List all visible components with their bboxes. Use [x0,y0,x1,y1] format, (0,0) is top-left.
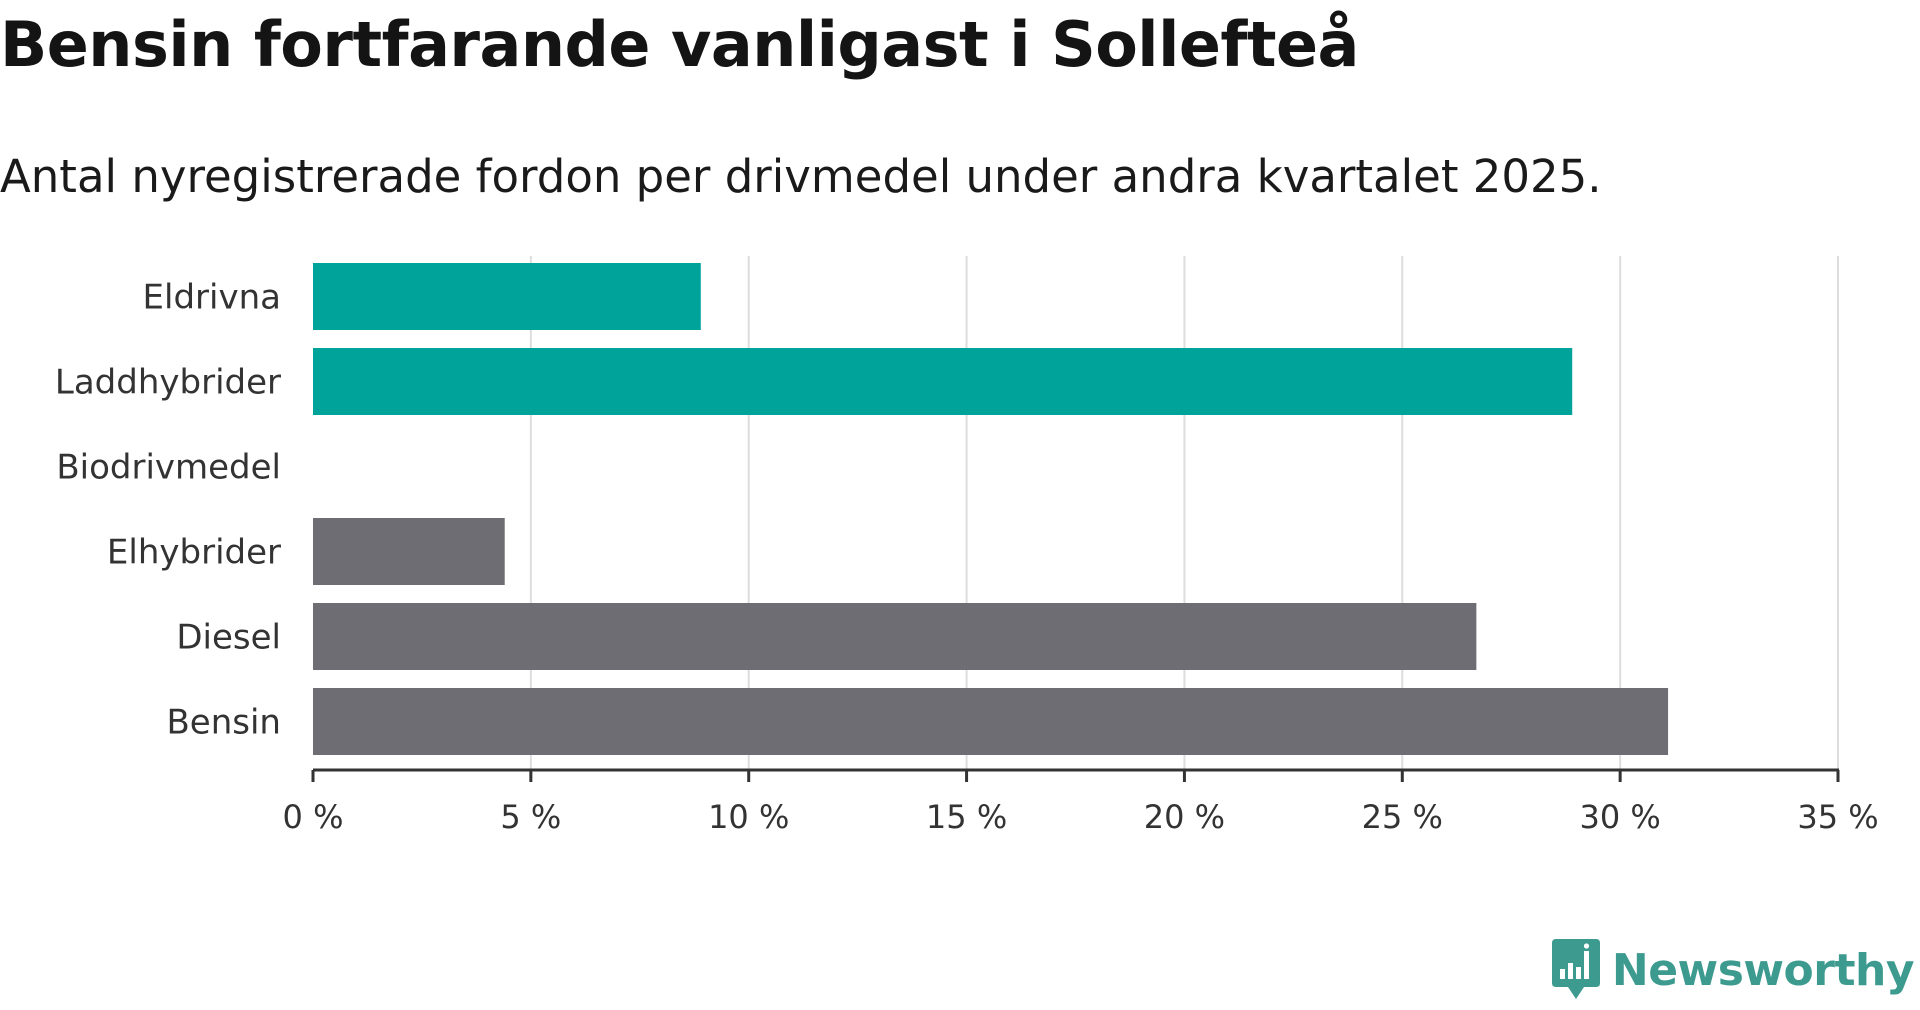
x-tick-label: 10 % [708,798,789,836]
category-label: Elhybrider [107,533,281,573]
category-label: Laddhybrider [55,363,281,403]
bar-laddhybrider [313,348,1573,415]
bar-eldrivna [313,263,701,330]
x-tick-label: 20 % [1144,798,1225,836]
bar-diesel [313,603,1477,670]
category-label: Eldrivna [143,278,281,318]
category-label: Bensin [166,703,281,743]
x-tick-label: 35 % [1797,798,1878,836]
newsworthy-logo-icon [1551,939,1600,999]
bar-bensin [313,688,1669,755]
category-label: Diesel [176,618,281,658]
bars [313,263,1669,755]
x-tick-label: 25 % [1362,798,1443,836]
category-label: Biodrivmedel [56,448,281,488]
bar-chart: Eldrivna Laddhybrider Biodrivmedel Elhybrid… [55,256,1879,836]
grid-lines [529,256,1839,770]
bar-elhybrider [313,518,505,585]
x-axis: 0 % 5 % 10 % 15 % 20 % 25 % 30 % 35 % [283,768,1879,836]
x-tick-label: 30 % [1579,798,1660,836]
brand-logo: Newsworthy [1551,930,1915,1010]
x-tick-label: 0 % [283,798,344,836]
chart-title: Bensin fortfarande vanligast i Sollefteå [0,8,1359,81]
x-tick-label: 15 % [926,798,1007,836]
chart-subtitle: Antal nyregistrerade fordon per drivmede… [0,150,1602,203]
category-labels: Eldrivna Laddhybrider Biodrivmedel Elhybrid… [55,278,281,743]
x-tick-label: 5 % [500,798,561,836]
brand-name: Newsworthy [1611,944,1915,996]
